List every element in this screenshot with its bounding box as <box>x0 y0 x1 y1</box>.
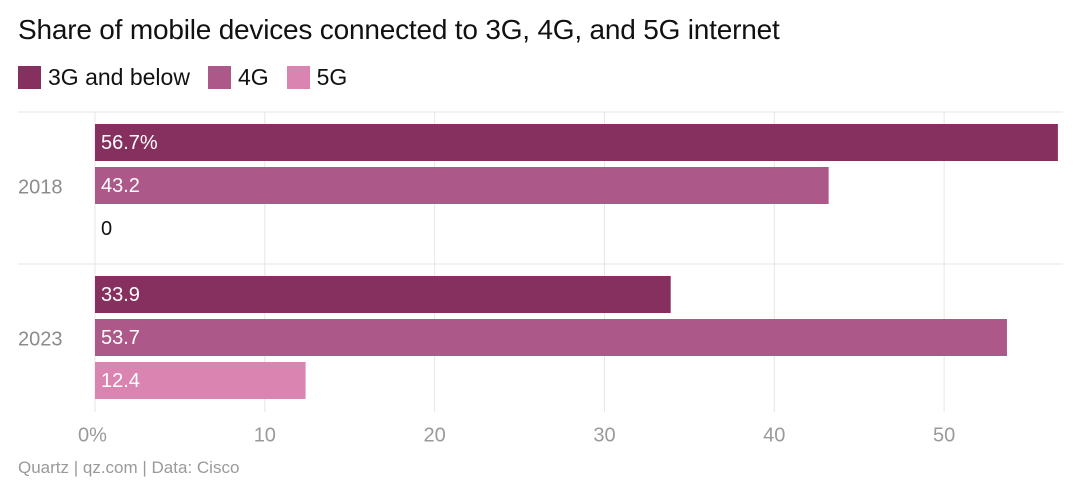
data-label-2018-3g: 56.7% <box>101 132 158 154</box>
bar-2018-4g <box>95 167 829 204</box>
source-credit: Quartz | qz.com | Data: Cisco <box>18 458 240 477</box>
bar-2023-4g <box>95 319 1007 356</box>
legend-label-3g: 3G and below <box>48 64 190 90</box>
x-tick-label-0: 0% <box>78 424 107 446</box>
data-label-2018-4g: 43.2 <box>101 175 140 197</box>
bar-2018-3g <box>95 124 1058 161</box>
data-label-2018-5g: 0 <box>101 218 112 240</box>
x-tick-label-5: 50 <box>933 424 955 446</box>
data-label-2023-4g: 53.7 <box>101 327 140 349</box>
category-label-2018: 2018 <box>18 176 63 198</box>
legend-item-3g: 3G and below <box>18 64 190 91</box>
legend-item-5g: 5G <box>286 64 348 91</box>
legend-label-5g: 5G <box>316 64 348 90</box>
data-label-2023-5g: 12.4 <box>101 370 140 392</box>
x-tick-label-3: 30 <box>593 424 615 446</box>
legend-swatch-3g <box>18 66 41 89</box>
x-tick-label-4: 40 <box>763 424 785 446</box>
legend-swatch-4g <box>207 66 231 89</box>
bar-2023-5g <box>95 362 306 399</box>
bar-2023-3g <box>95 276 671 313</box>
legend-swatch-5g <box>286 66 310 89</box>
x-tick-label-1: 10 <box>254 424 276 446</box>
category-label-2023: 2023 <box>18 328 63 350</box>
data-label-2023-3g: 33.9 <box>101 284 140 306</box>
legend-label-4g: 4G <box>237 64 269 90</box>
legend-item-4g: 4G <box>207 64 269 91</box>
chart-title: Share of mobile devices connected to 3G,… <box>18 14 780 45</box>
legend: 3G and below 4G 5G <box>18 64 365 91</box>
x-tick-label-2: 20 <box>424 424 446 446</box>
